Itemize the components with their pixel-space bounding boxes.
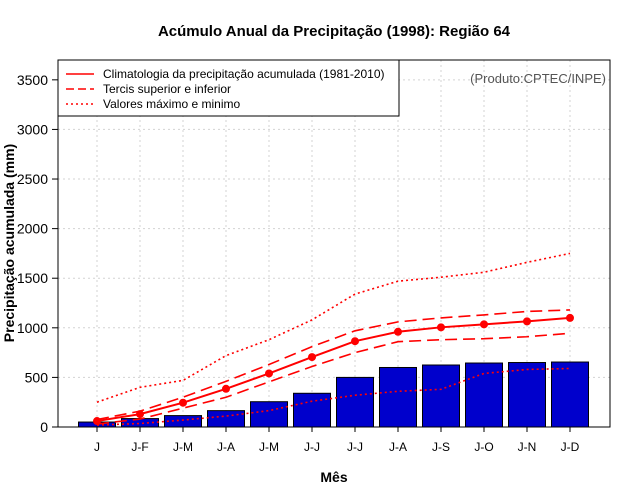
x-tick-label: J: [94, 440, 100, 454]
series-point: [437, 323, 445, 332]
legend-label: Climatologia da precipitação acumulada (…: [103, 67, 385, 81]
series-line-0: [96, 316, 571, 423]
series-point: [566, 313, 574, 322]
bar: [379, 366, 417, 428]
grid-lines: [58, 60, 610, 427]
y-tick-label: 2000: [17, 221, 48, 237]
series-point: [351, 337, 359, 346]
series-lines: [93, 252, 574, 426]
bar: [250, 401, 288, 428]
x-tick-label: J-N: [518, 440, 537, 454]
series-line-2: [96, 332, 571, 425]
y-tick-label: 1000: [17, 320, 48, 336]
bar: [508, 362, 546, 428]
x-axis-label: Mês: [320, 469, 347, 485]
series-point: [265, 369, 273, 378]
legend-label: Tercis superior e inferior: [103, 82, 231, 96]
y-tick-label: 0: [40, 419, 48, 435]
series-point: [179, 398, 187, 407]
bar: [422, 364, 460, 428]
y-tick-label: 1500: [17, 270, 48, 286]
x-tick-label: J-O: [474, 440, 493, 454]
x-axis: J J-F J-M J-A J-M J-J J-J J-A J-S J-O J-N J-D: [94, 427, 580, 454]
x-tick-label: J-J: [347, 440, 363, 454]
y-tick-label: 2500: [17, 171, 48, 187]
y-axis-label: Precipitação acumulada (mm): [1, 144, 17, 342]
series-point: [222, 384, 230, 393]
y-axis: 0 500 1000 1500 2000 2500 3000 3500: [17, 72, 58, 435]
x-tick-label: J-J: [304, 440, 320, 454]
bar: [551, 361, 589, 428]
x-tick-label: J-S: [432, 440, 450, 454]
bars: [78, 361, 589, 428]
y-tick-label: 3500: [17, 72, 48, 88]
bar: [207, 410, 245, 428]
x-tick-label: J-D: [561, 440, 580, 454]
credit-text: (Produto:CPTEC/INPE): [470, 71, 606, 86]
bar: [336, 376, 374, 428]
legend-label: Valores máximo e minimo: [103, 97, 240, 111]
y-tick-label: 500: [25, 369, 49, 385]
x-tick-label: J-M: [259, 440, 279, 454]
chart-title: Acúmulo Anual da Precipitação (1998): Re…: [158, 23, 511, 40]
x-tick-label: J-F: [131, 440, 148, 454]
series-point: [523, 317, 531, 326]
bar: [293, 392, 331, 428]
series-line-1: [96, 309, 571, 421]
bar: [164, 415, 202, 428]
series-line-3: [96, 252, 571, 403]
series-point: [308, 353, 316, 362]
y-tick-label: 3000: [17, 121, 48, 137]
x-tick-label: J-A: [389, 440, 407, 454]
legend: Climatologia da precipitação acumulada (…: [57, 59, 400, 117]
legend-box: [57, 59, 400, 117]
bar: [465, 362, 503, 428]
series-point: [480, 320, 488, 329]
x-tick-label: J-M: [173, 440, 193, 454]
x-tick-label: J-A: [217, 440, 235, 454]
series-point: [394, 327, 402, 336]
